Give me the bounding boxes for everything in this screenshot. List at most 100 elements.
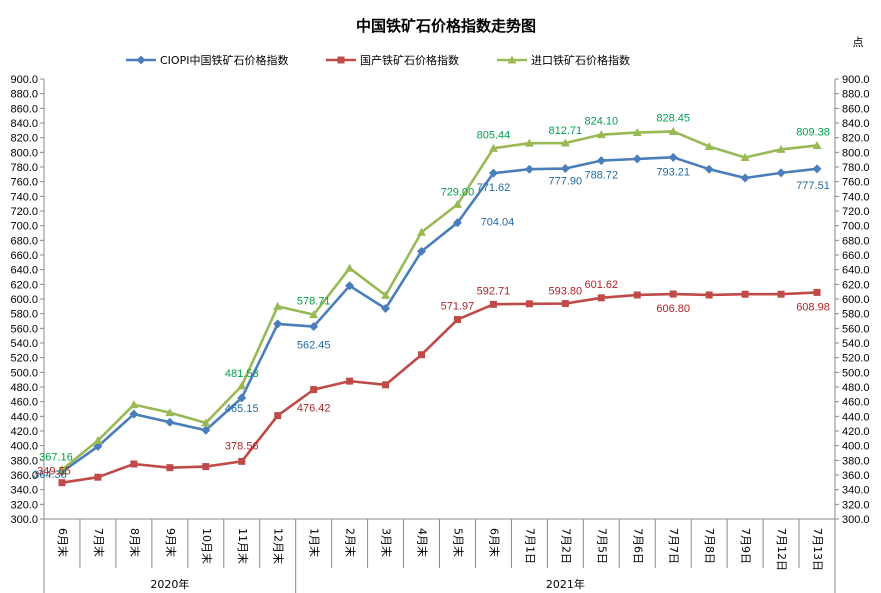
x-tick-label: 10月末 (200, 528, 214, 564)
series-point (418, 351, 426, 359)
y-tick-label-right: 760.0 (842, 177, 870, 189)
series-point (453, 316, 461, 324)
series-point (381, 304, 391, 314)
series-point (381, 290, 391, 299)
series-point (632, 128, 642, 137)
series-point (130, 460, 138, 468)
series-point (238, 457, 246, 465)
data-label: 771.62 (477, 182, 511, 194)
x-tick-label: 9月末 (164, 528, 178, 557)
series-point (136, 55, 146, 65)
series-point (812, 164, 822, 174)
series-point (94, 473, 102, 481)
series-point (58, 479, 66, 487)
series-point (776, 168, 786, 178)
y-tick-label-right: 520.0 (842, 353, 870, 365)
y-tick-label-left: 340.0 (10, 485, 38, 497)
axes: 300.0 300.0 320.0 320.0 340.0 340.0 360.0 360.0… (10, 74, 870, 593)
series-point (345, 281, 355, 291)
series-point (777, 290, 785, 298)
legend-item-label: CIOPI中国铁矿石价格指数 (160, 53, 288, 67)
x-tick-label: 7月12日 (775, 528, 788, 571)
x-tick-label: 1月末 (308, 528, 322, 557)
x-tick-label: 7月末 (92, 528, 106, 557)
y-tick-label-left: 440.0 (10, 411, 38, 423)
series-point (273, 319, 283, 329)
series-point (596, 130, 606, 139)
y-tick-label-right: 560.0 (842, 323, 870, 335)
y-tick-label-right: 640.0 (842, 265, 870, 277)
legend-item-label: 国产铁矿石价格指数 (360, 53, 459, 67)
series-point (561, 300, 569, 308)
x-tick-label: 4月末 (416, 528, 430, 557)
y-tick-label-right: 460.0 (842, 397, 870, 409)
y-tick-label-left: 480.0 (10, 382, 38, 394)
series-point (417, 246, 427, 256)
series-point (165, 408, 175, 417)
series-point (337, 56, 345, 64)
y-tick-label-right: 740.0 (842, 191, 870, 203)
series-point (669, 290, 677, 298)
series-point (633, 291, 641, 299)
y-tick-label-left: 300.0 (10, 514, 38, 526)
y-tick-label-left: 640.0 (10, 265, 38, 277)
y-tick-label-left: 320.0 (10, 499, 38, 511)
x-tick-label: 2月末 (344, 528, 358, 557)
y-tick-label-left: 740.0 (10, 191, 38, 203)
y-tick-label-right: 440.0 (842, 411, 870, 423)
y-tick-label-left: 500.0 (10, 367, 38, 379)
series-point (488, 143, 498, 152)
series-point (273, 301, 283, 310)
y-tick-label-right: 480.0 (842, 382, 870, 394)
data-label: 571.97 (441, 301, 475, 313)
data-label: 704.04 (481, 217, 515, 229)
series-point (309, 322, 319, 332)
x-tick-label: 7月9日 (739, 528, 752, 564)
series-point (345, 263, 355, 272)
data-label: 578.71 (297, 296, 331, 308)
y-tick-label-left: 460.0 (10, 397, 38, 409)
series-point (201, 418, 211, 427)
data-label: 828.45 (656, 112, 690, 124)
series-point (704, 164, 714, 174)
data-label: 593.80 (549, 286, 583, 298)
x-group-label: 2021年 (546, 577, 585, 591)
y-tick-label-right: 340.0 (842, 485, 870, 497)
y-tick-label-left: 400.0 (10, 441, 38, 453)
y-tick-label-right: 620.0 (842, 279, 870, 291)
legend-item-label: 进口铁矿石价格指数 (531, 53, 630, 67)
series-point (668, 152, 678, 162)
data-label: 481.53 (225, 368, 259, 380)
series-point (740, 152, 750, 161)
series-line (61, 291, 818, 484)
y-tick-label-right: 840.0 (842, 118, 870, 130)
data-label: 562.45 (297, 340, 331, 352)
series-point (524, 138, 534, 147)
data-label: 812.71 (549, 125, 583, 137)
x-tick-label: 7月8日 (703, 528, 716, 564)
y-tick-label-right: 660.0 (842, 250, 870, 262)
series-point (93, 441, 103, 451)
series-point (776, 144, 786, 153)
y-tick-label-left: 620.0 (10, 279, 38, 291)
y-tick-label-right: 720.0 (842, 206, 870, 218)
data-label: 793.21 (656, 166, 690, 178)
x-tick-label: 5月末 (451, 528, 465, 557)
data-label: 788.72 (584, 170, 618, 182)
y-tick-label-right: 500.0 (842, 367, 870, 379)
y-tick-label-left: 600.0 (10, 294, 38, 306)
y-tick-label-left: 680.0 (10, 235, 38, 247)
y-tick-label-right: 700.0 (842, 221, 870, 233)
y-tick-label-left: 840.0 (10, 118, 38, 130)
series-point (165, 417, 175, 427)
y-tick-label-left: 780.0 (10, 162, 38, 174)
y-tick-label-right: 900.0 (842, 74, 870, 86)
series-point (705, 291, 713, 299)
series-point (237, 381, 247, 390)
y-tick-label-right: 600.0 (842, 294, 870, 306)
data-label: 809.38 (796, 126, 830, 138)
series-point (452, 199, 462, 208)
x-tick-label: 7月1日 (523, 528, 536, 564)
y-tick-label-left: 520.0 (10, 353, 38, 365)
